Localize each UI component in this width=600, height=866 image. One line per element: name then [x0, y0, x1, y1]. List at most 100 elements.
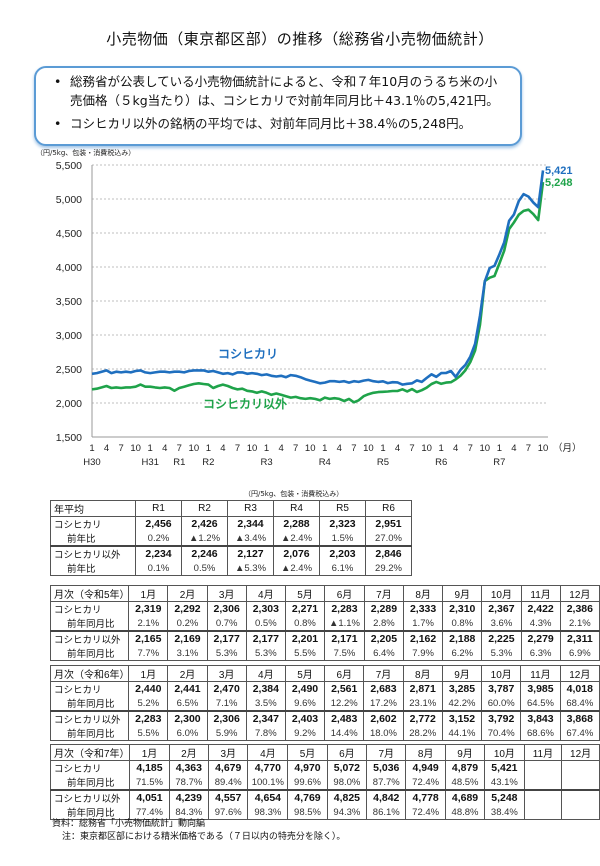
change-cell: 23.1% — [402, 696, 443, 712]
x-tick-label: 10 — [130, 443, 141, 454]
price-cell: 3,843 — [520, 710, 561, 726]
price-cell: 2,440 — [128, 681, 169, 696]
column-header: 3月 — [206, 585, 247, 602]
chart-unit-note: （円/5kg、包装・消費税込み） — [36, 149, 136, 157]
column-header: 1月 — [128, 585, 169, 602]
column-header: 9月 — [441, 665, 483, 682]
price-cell: 2,310 — [442, 601, 483, 616]
column-header: 9月 — [444, 744, 486, 761]
column-header: 7月 — [363, 585, 405, 602]
change-cell: 6.9% — [559, 646, 600, 661]
x-tick-label: 10 — [305, 443, 316, 454]
annotation-other: コシヒカリ以外 — [203, 396, 287, 411]
table-title: 年平均 — [50, 500, 136, 517]
source-note: 資料：総務省「小売物価統計」動向編 — [52, 819, 206, 829]
change-cell: 5.2% — [128, 696, 169, 712]
table-row: コシヒカリ以外 4,051 4,239 4,557 4,654 4,769 4,825 4,8… — [49, 789, 600, 805]
x-tick-label: 1 — [148, 443, 153, 454]
change-cell: 3.6% — [481, 616, 522, 632]
change-cell: ▲3.4% — [227, 531, 274, 547]
price-cell: 2,772 — [402, 710, 443, 726]
table-row: コシヒカリ 2,456 2,426 2,344 2,288 2,323 2,951 — [50, 516, 412, 531]
row-sublabel: 前年同月比 — [49, 726, 130, 741]
change-cell: 9.2% — [284, 726, 326, 741]
page-title: 小売物価（東京都区部）の推移（総務省小売物価統計） — [106, 30, 494, 48]
price-cell: 2,344 — [227, 516, 274, 531]
change-cell: 7.7% — [128, 646, 169, 661]
end-label-koshihikari: 5,421 — [545, 165, 573, 177]
change-cell: 5.5% — [284, 646, 326, 661]
change-cell: 100.1% — [247, 775, 289, 791]
x-tick-label: 4 — [278, 443, 283, 454]
column-header: 8月 — [405, 744, 446, 761]
price-cell: 4,970 — [287, 760, 328, 775]
price-cell: 2,188 — [442, 630, 483, 646]
column-header: 11月 — [523, 744, 563, 761]
change-cell: ▲5.3% — [227, 561, 274, 576]
change-cell: 5.3% — [481, 646, 522, 661]
table-row: 前年同月比 5.5% 6.0% 5.9% 7.8% 9.2% 14.4% 18.0% 28.2%… — [49, 726, 600, 741]
change-cell: 6.2% — [442, 646, 483, 661]
y-tick-label: 5,500 — [56, 160, 82, 172]
x-tick-label: 1 — [439, 443, 444, 454]
price-line-chart: 5,500 5,000 4,500 4,000 3,500 3,000 2,500 2,000… — [56, 160, 582, 468]
row-label: コシヒカリ以外 — [50, 545, 136, 561]
price-cell: 4,769 — [287, 789, 328, 805]
column-header: 2月 — [167, 665, 208, 682]
monthly-table-r6: 月次（令和6年） 1月 2月 3月 4月 5月 6月 7月 8月 9月 10月 11月 12月 コシヒカリ… — [49, 665, 600, 741]
change-cell: 0.2% — [135, 531, 182, 547]
column-header: 6月 — [326, 744, 368, 761]
x-tick-label: 7 — [468, 443, 473, 454]
change-cell: 1.7% — [403, 616, 444, 632]
change-cell: 3.5% — [245, 696, 286, 712]
x-tick-label: 7 — [235, 443, 240, 454]
change-cell: 2.1% — [128, 616, 169, 632]
annotation-koshihikari: コシヒカリ — [218, 347, 278, 361]
price-cell: 5,248 — [484, 789, 525, 805]
column-header: 12月 — [559, 585, 600, 602]
price-cell: 2,456 — [135, 516, 182, 531]
change-cell: 5.9% — [206, 726, 247, 741]
era-label: R2 — [202, 457, 214, 468]
x-tick-label: 7 — [177, 443, 182, 454]
change-cell: 86.1% — [366, 805, 407, 820]
x-tick-label: 7 — [526, 443, 531, 454]
price-cell: 2,403 — [284, 710, 326, 726]
change-cell: 2.1% — [559, 616, 600, 632]
change-cell: ▲2.4% — [273, 531, 320, 547]
x-tick-label: 1 — [206, 443, 211, 454]
change-cell: 60.0% — [481, 696, 522, 712]
change-cell: 6.3% — [520, 646, 561, 661]
x-tick-label: 7 — [351, 443, 356, 454]
price-cell: 2,162 — [403, 630, 444, 646]
price-cell: 4,689 — [444, 789, 486, 805]
x-tick-label: 10 — [189, 443, 200, 454]
y-tick-label: 3,000 — [56, 330, 82, 342]
table-row: コシヒカリ 2,319 2,292 2,306 2,303 2,271 2,283 2,289… — [49, 601, 600, 616]
price-cell: 5,072 — [326, 760, 368, 775]
price-cell: 2,333 — [403, 601, 444, 616]
y-tick-label: 2,500 — [56, 364, 82, 376]
price-cell: 2,303 — [245, 601, 286, 616]
price-cell: 2,951 — [365, 516, 412, 531]
change-cell: 99.6% — [287, 775, 328, 791]
change-cell: 64.5% — [520, 696, 561, 712]
price-cell: 2,283 — [128, 710, 169, 726]
price-cell: 4,185 — [129, 760, 170, 775]
y-tick-label: 3,500 — [56, 296, 82, 308]
era-label: R1 — [173, 457, 185, 468]
column-header: 5月 — [287, 744, 328, 761]
price-cell: 4,778 — [405, 789, 446, 805]
price-cell: 4,363 — [168, 760, 210, 775]
column-header: 8月 — [402, 665, 443, 682]
price-cell: 2,246 — [181, 545, 228, 561]
change-cell: 5.5% — [128, 726, 169, 741]
x-tick-label: 10 — [421, 443, 432, 454]
x-tick-label: 7 — [118, 443, 123, 454]
price-cell: 4,949 — [405, 760, 446, 775]
price-cell: 2,169 — [167, 630, 208, 646]
column-header: 3月 — [208, 744, 249, 761]
price-cell: 4,239 — [168, 789, 210, 805]
column-header: R6 — [365, 500, 412, 517]
change-cell: 7.5% — [324, 646, 365, 661]
